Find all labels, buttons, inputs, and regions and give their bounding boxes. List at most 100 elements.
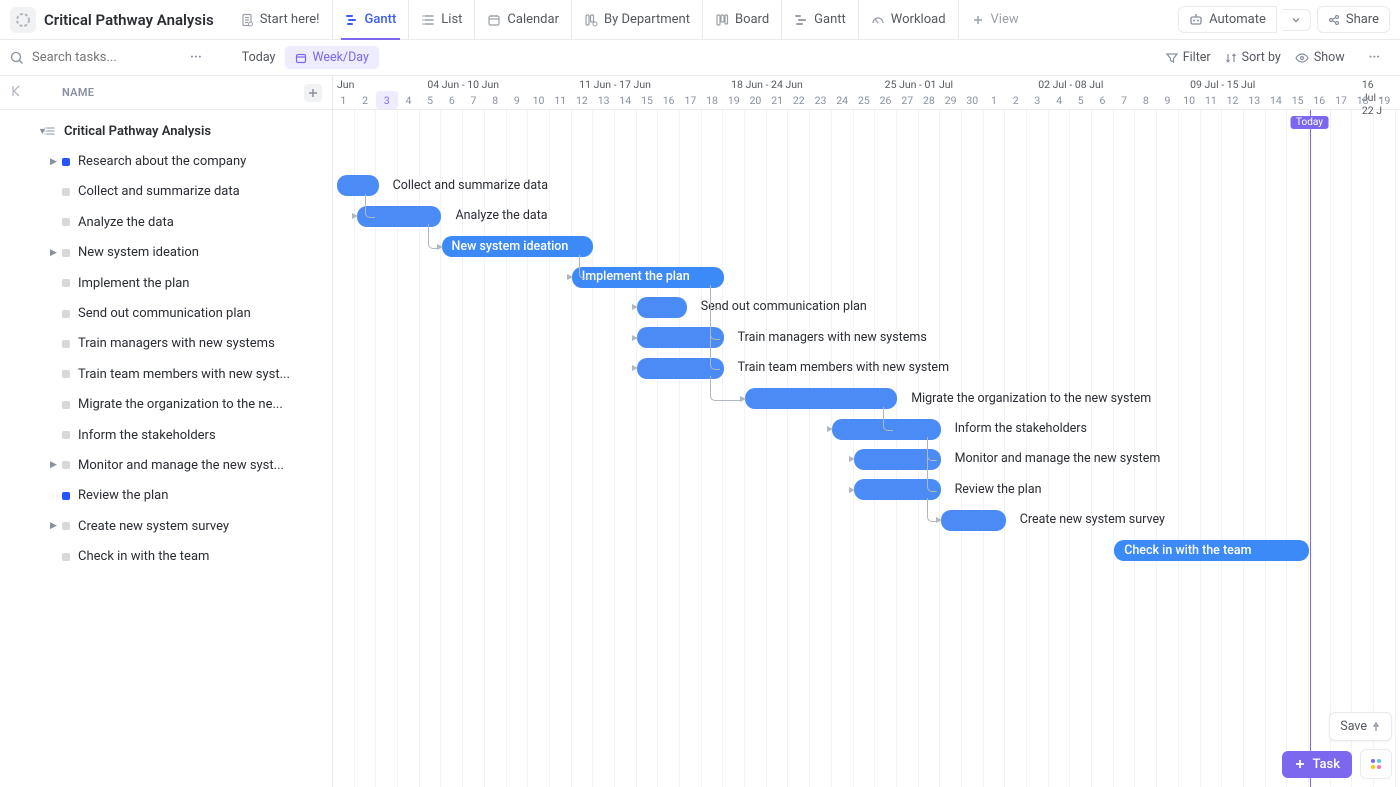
- status-square[interactable]: [62, 218, 70, 226]
- tab-addview[interactable]: View: [958, 0, 1031, 39]
- day-cell[interactable]: 1: [333, 91, 355, 109]
- tab-gantt2[interactable]: Gantt: [781, 0, 858, 39]
- tab-list[interactable]: List: [408, 0, 474, 39]
- tab-gantt1[interactable]: Gantt: [332, 0, 409, 39]
- tree-task-row[interactable]: Review the plan: [0, 481, 332, 511]
- status-square[interactable]: [62, 249, 70, 257]
- day-cell[interactable]: 7: [463, 91, 485, 109]
- day-cell[interactable]: 17: [680, 91, 702, 109]
- day-cell[interactable]: 9: [507, 91, 529, 109]
- gantt-bar[interactable]: [637, 297, 687, 318]
- tree-task-row[interactable]: Implement the plan: [0, 268, 332, 298]
- day-cell[interactable]: 13: [1244, 91, 1266, 109]
- status-square[interactable]: [62, 340, 70, 348]
- day-cell[interactable]: 18: [1352, 91, 1374, 109]
- day-cell[interactable]: 5: [1070, 91, 1092, 109]
- day-cell[interactable]: 28: [919, 91, 941, 109]
- status-square[interactable]: [62, 188, 70, 196]
- day-cell[interactable]: 8: [1135, 91, 1157, 109]
- status-square[interactable]: [62, 492, 70, 500]
- day-cell[interactable]: 25: [854, 91, 876, 109]
- day-cell[interactable]: 6: [441, 91, 463, 109]
- day-cell[interactable]: 3: [1027, 91, 1049, 109]
- day-cell[interactable]: 26: [875, 91, 897, 109]
- status-square[interactable]: [62, 461, 70, 469]
- day-cell[interactable]: 19: [723, 91, 745, 109]
- day-cell[interactable]: 22: [788, 91, 810, 109]
- day-cell[interactable]: 14: [1266, 91, 1288, 109]
- tree-task-row[interactable]: ▶Create new system survey: [0, 511, 332, 541]
- day-cell[interactable]: 30: [962, 91, 984, 109]
- automate-dropdown-button[interactable]: [1283, 9, 1311, 31]
- day-cell[interactable]: 5: [420, 91, 442, 109]
- automate-button[interactable]: Automate: [1178, 6, 1277, 33]
- toolbar-more-button[interactable]: ···: [1359, 50, 1390, 65]
- tree-task-row[interactable]: Inform the stakeholders: [0, 420, 332, 450]
- tab-workload[interactable]: Workload: [858, 0, 958, 39]
- day-cell[interactable]: 13: [593, 91, 615, 109]
- day-cell[interactable]: 16: [658, 91, 680, 109]
- search-input[interactable]: [32, 50, 198, 65]
- space-icon[interactable]: [10, 7, 36, 33]
- apps-button[interactable]: [1360, 749, 1392, 779]
- day-cell[interactable]: 12: [572, 91, 594, 109]
- status-square[interactable]: [62, 310, 70, 318]
- day-cell[interactable]: 20: [1396, 91, 1400, 109]
- share-button[interactable]: Share: [1317, 6, 1390, 33]
- day-cell[interactable]: 19: [1374, 91, 1396, 109]
- tree-task-row[interactable]: Analyze the data: [0, 207, 332, 237]
- day-cell[interactable]: 15: [1287, 91, 1309, 109]
- status-square[interactable]: [62, 522, 70, 530]
- day-cell[interactable]: 11: [1201, 91, 1223, 109]
- day-cell[interactable]: 12: [1222, 91, 1244, 109]
- day-cell[interactable]: 14: [615, 91, 637, 109]
- day-cell[interactable]: 4: [398, 91, 420, 109]
- status-square[interactable]: [62, 401, 70, 409]
- today-badge[interactable]: Today: [1290, 116, 1329, 129]
- day-cell[interactable]: 3: [376, 91, 398, 109]
- status-square[interactable]: [62, 279, 70, 287]
- caret-right-icon[interactable]: ▶: [50, 157, 60, 167]
- gantt-bar[interactable]: [745, 388, 897, 409]
- more-options-button[interactable]: ···: [180, 50, 212, 65]
- caret-right-icon[interactable]: ▶: [50, 521, 60, 531]
- caret-right-icon[interactable]: ▶: [50, 460, 60, 470]
- day-cell[interactable]: 16: [1309, 91, 1331, 109]
- tree-task-row[interactable]: ▶New system ideation: [0, 238, 332, 268]
- space-title[interactable]: Critical Pathway Analysis: [44, 11, 214, 29]
- day-cell[interactable]: 10: [528, 91, 550, 109]
- add-column-button[interactable]: [304, 84, 322, 102]
- day-cell[interactable]: 6: [1092, 91, 1114, 109]
- day-cell[interactable]: 4: [1049, 91, 1071, 109]
- day-cell[interactable]: 20: [745, 91, 767, 109]
- tab-dept[interactable]: By Department: [571, 0, 702, 39]
- day-cell[interactable]: 18: [702, 91, 724, 109]
- day-cell[interactable]: 17: [1331, 91, 1353, 109]
- day-cell[interactable]: 9: [1157, 91, 1179, 109]
- tab-board[interactable]: Board: [702, 0, 781, 39]
- day-cell[interactable]: 21: [767, 91, 789, 109]
- day-cell[interactable]: 11: [550, 91, 572, 109]
- today-button[interactable]: Today: [232, 46, 286, 69]
- tree-task-row[interactable]: Train managers with new systems: [0, 329, 332, 359]
- tree-task-row[interactable]: ▶Monitor and manage the new syst...: [0, 450, 332, 480]
- new-task-button[interactable]: Task: [1282, 751, 1352, 778]
- day-cell[interactable]: 15: [637, 91, 659, 109]
- day-cell[interactable]: 23: [810, 91, 832, 109]
- sortby-button[interactable]: Sort by: [1225, 50, 1281, 65]
- gantt-bar[interactable]: [941, 510, 1006, 531]
- day-cell[interactable]: 29: [940, 91, 962, 109]
- tree-task-row[interactable]: Check in with the team: [0, 541, 332, 571]
- tree-task-row[interactable]: Train team members with new syst...: [0, 359, 332, 389]
- status-square[interactable]: [62, 431, 70, 439]
- zoom-toggle[interactable]: Week/Day: [285, 46, 378, 69]
- day-cell[interactable]: 27: [897, 91, 919, 109]
- day-cell[interactable]: 2: [355, 91, 377, 109]
- day-cell[interactable]: 7: [1114, 91, 1136, 109]
- gantt-body[interactable]: TodayCollect and summarize dataAnalyze t…: [333, 110, 1400, 787]
- tree-root[interactable]: ▼ Critical Pathway Analysis: [0, 116, 332, 146]
- tab-start[interactable]: Start here!: [228, 0, 332, 39]
- tab-calendar[interactable]: Calendar: [474, 0, 571, 39]
- day-cell[interactable]: 24: [832, 91, 854, 109]
- status-square[interactable]: [62, 370, 70, 378]
